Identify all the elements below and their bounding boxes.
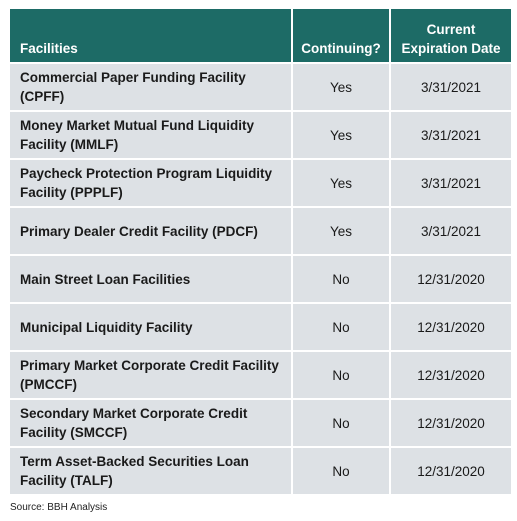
table-row: Secondary Market Corporate Credit Facili…	[10, 400, 511, 446]
expiration-date-cell: 12/31/2020	[391, 352, 511, 398]
header-expiration-date: Current Expiration Date	[391, 9, 511, 62]
facilities-table-container: Facilities Continuing? Current Expiratio…	[8, 7, 511, 496]
continuing-cell: Yes	[293, 112, 389, 158]
facility-name-cell: Primary Market Corporate Credit Facility…	[10, 352, 291, 398]
facility-name-cell: Main Street Loan Facilities	[10, 256, 291, 302]
expiration-date-cell: 3/31/2021	[391, 64, 511, 110]
table-row: Paycheck Protection Program Liquidity Fa…	[10, 160, 511, 206]
continuing-cell: Yes	[293, 160, 389, 206]
expiration-date-cell: 12/31/2020	[391, 304, 511, 350]
table-body: Commercial Paper Funding Facility (CPFF)…	[10, 64, 511, 494]
expiration-date-cell: 3/31/2021	[391, 112, 511, 158]
facility-name-cell: Commercial Paper Funding Facility (CPFF)	[10, 64, 291, 110]
expiration-date-cell: 12/31/2020	[391, 256, 511, 302]
expiration-date-cell: 3/31/2021	[391, 208, 511, 254]
expiration-date-cell: 12/31/2020	[391, 448, 511, 494]
table-row: Money Market Mutual Fund Liquidity Facil…	[10, 112, 511, 158]
facility-name-cell: Secondary Market Corporate Credit Facili…	[10, 400, 291, 446]
continuing-cell: Yes	[293, 208, 389, 254]
table-header-row: Facilities Continuing? Current Expiratio…	[10, 9, 511, 62]
table-row: Primary Dealer Credit Facility (PDCF) Ye…	[10, 208, 511, 254]
continuing-cell: No	[293, 352, 389, 398]
continuing-cell: No	[293, 304, 389, 350]
facility-name-cell: Paycheck Protection Program Liquidity Fa…	[10, 160, 291, 206]
continuing-cell: No	[293, 256, 389, 302]
source-note: Source: BBH Analysis	[10, 502, 108, 513]
facility-name-cell: Money Market Mutual Fund Liquidity Facil…	[10, 112, 291, 158]
facilities-table: Facilities Continuing? Current Expiratio…	[8, 7, 513, 496]
table-row: Municipal Liquidity Facility No 12/31/20…	[10, 304, 511, 350]
facility-name-cell: Primary Dealer Credit Facility (PDCF)	[10, 208, 291, 254]
expiration-date-cell: 12/31/2020	[391, 400, 511, 446]
continuing-cell: No	[293, 400, 389, 446]
continuing-cell: No	[293, 448, 389, 494]
table-row: Primary Market Corporate Credit Facility…	[10, 352, 511, 398]
facility-name-cell: Municipal Liquidity Facility	[10, 304, 291, 350]
header-expiration-line2: Expiration Date	[401, 41, 501, 56]
header-facilities: Facilities	[10, 9, 291, 62]
header-continuing: Continuing?	[293, 9, 389, 62]
table-row: Main Street Loan Facilities No 12/31/202…	[10, 256, 511, 302]
facility-name-cell: Term Asset-Backed Securities Loan Facili…	[10, 448, 291, 494]
continuing-cell: Yes	[293, 64, 389, 110]
header-expiration-line1: Current	[426, 22, 476, 37]
table-row: Commercial Paper Funding Facility (CPFF)…	[10, 64, 511, 110]
expiration-date-cell: 3/31/2021	[391, 160, 511, 206]
table-row: Term Asset-Backed Securities Loan Facili…	[10, 448, 511, 494]
